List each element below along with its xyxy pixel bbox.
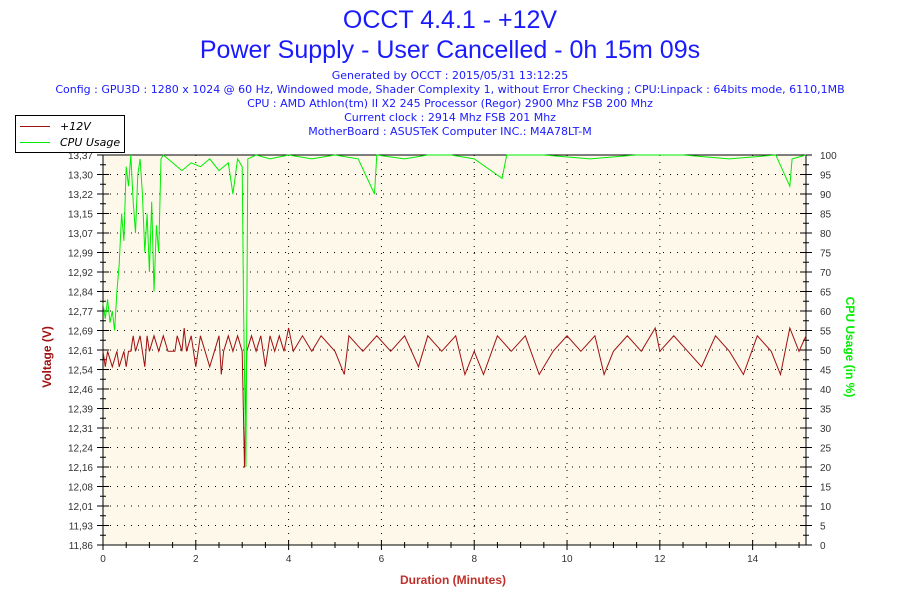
y-tick-label: 12,16 [68,463,93,474]
chart-title: OCCT 4.4.1 - +12V [342,6,558,34]
y-tick-label: 12,08 [68,483,93,494]
y2-tick-label: 40 [820,385,832,396]
y-axis-label: Voltage (V) [40,326,54,388]
y2-tick-label: 65 [820,288,832,299]
y2-tick-label: 90 [820,190,832,201]
y-tick-label: 12,84 [68,288,93,299]
y-tick-label: 12,99 [68,249,93,260]
y2-tick-label: 0 [820,541,826,552]
y2-tick-label: 30 [820,424,832,435]
legend-swatch [20,141,50,143]
y-tick-label: 12,69 [68,327,93,338]
x-tick-label: 14 [747,554,759,565]
y2-tick-label: 55 [820,327,832,338]
legend-label: +12V [60,119,91,133]
x-axis-label: Duration (Minutes) [400,573,506,587]
y2-tick-label: 60 [820,307,832,318]
x-tick-label: 0 [100,554,106,565]
y-tick-label: 12,31 [68,424,93,435]
y2-axis-label: CPU Usage (in %) [843,296,857,398]
y-tick-label: 11,86 [69,541,94,552]
y2-tick-label: 50 [820,346,832,357]
y-tick-label: 13,22 [68,190,93,201]
y-tick-label: 12,39 [68,405,93,416]
info-motherboard: MotherBoard : ASUSTeK Computer INC.: M4A… [308,125,592,138]
y2-tick-label: 15 [820,483,832,494]
y-tick-label: 13,37 [68,151,93,162]
x-tick-label: 4 [286,554,292,565]
series-line-0 [102,326,807,468]
y2-tick-label: 45 [820,366,832,377]
y2-tick-label: 100 [820,151,837,162]
x-tick-label: 12 [654,554,666,565]
info-config: Config : GPU3D : 1280 x 1024 @ 60 Hz, Wi… [55,83,845,96]
legend-item-cpu: CPU Usage [20,135,120,149]
legend: +12V CPU Usage [15,115,125,153]
x-tick-label: 6 [379,554,385,565]
y-tick-label: 12,77 [68,307,93,318]
legend-item-12v: +12V [20,119,91,133]
y2-tick-label: 75 [820,249,832,260]
legend-swatch [20,125,50,127]
y-tick-label: 13,07 [68,229,93,240]
y-tick-label: 13,30 [68,171,93,182]
y-tick-label: 12,24 [68,444,93,455]
y2-tick-label: 10 [820,502,832,513]
x-tick-label: 8 [471,554,477,565]
y2-tick-label: 80 [820,229,832,240]
info-generated: Generated by OCCT : 2015/05/31 13:12:25 [331,69,569,82]
x-tick-label: 10 [561,554,573,565]
plot-border [102,154,807,546]
y-tick-label: 12,61 [68,346,93,357]
y2-tick-label: 95 [820,171,832,182]
x-tick-label: 2 [193,554,199,565]
y2-tick-label: 25 [820,444,832,455]
series-line-1 [102,154,807,468]
y2-tick-label: 85 [820,210,832,221]
y-tick-label: 12,92 [68,268,93,279]
y2-tick-label: 20 [820,463,832,474]
y-tick-label: 12,01 [68,502,93,513]
legend-label: CPU Usage [60,135,121,149]
y-tick-label: 13,15 [68,210,93,221]
chart-subtitle: Power Supply - User Cancelled - 0h 15m 0… [199,36,701,64]
info-clock: Current clock : 2914 Mhz FSB 201 Mhz [344,111,556,124]
y-tick-label: 11,93 [69,522,94,533]
y2-tick-label: 70 [820,268,832,279]
info-cpu: CPU : AMD Athlon(tm) II X2 245 Processor… [247,97,653,110]
y-tick-label: 12,54 [68,366,93,377]
y2-tick-label: 35 [820,405,832,416]
y2-tick-label: 5 [820,522,826,533]
y-tick-label: 12,46 [68,385,93,396]
